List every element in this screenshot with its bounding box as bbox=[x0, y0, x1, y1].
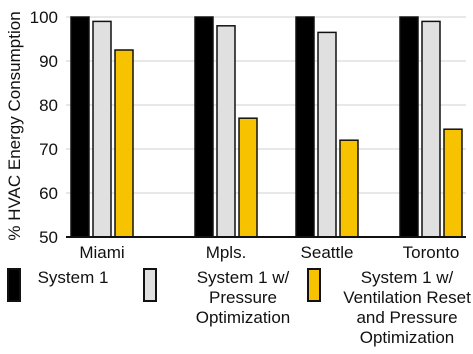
x-tick-label: Seattle bbox=[301, 243, 354, 262]
y-tick-label: 50 bbox=[39, 228, 58, 247]
bar-seattle-series-3 bbox=[339, 139, 359, 238]
legend-label: System 1 w/ Ventilation Reset and Pressu… bbox=[343, 268, 471, 347]
bar-mpls-series-2 bbox=[216, 25, 236, 238]
bars bbox=[70, 16, 463, 238]
legend-swatch bbox=[7, 268, 21, 302]
x-tick-label: Toronto bbox=[403, 243, 460, 262]
legend-swatch bbox=[307, 268, 321, 302]
bar-mpls-series-3 bbox=[238, 117, 258, 238]
bar-toronto-series-2 bbox=[421, 20, 441, 238]
x-tick-label: Miami bbox=[79, 243, 124, 262]
y-tick-label: 70 bbox=[39, 140, 58, 159]
bar-mpls-series-1 bbox=[194, 16, 214, 238]
legend-swatch bbox=[143, 268, 157, 302]
bar-seattle-series-1 bbox=[295, 16, 315, 238]
y-tick-label: 90 bbox=[39, 52, 58, 71]
bar-miami-series-3 bbox=[114, 49, 134, 238]
bar-toronto-series-1 bbox=[399, 16, 419, 238]
bar-miami-series-2 bbox=[92, 20, 112, 238]
legend-label: System 1 w/ Pressure Optimization bbox=[195, 268, 291, 327]
y-axis-ticks: 50 60 70 80 90 100 bbox=[30, 8, 58, 247]
bar-toronto-series-3 bbox=[443, 128, 463, 238]
bar-seattle-series-2 bbox=[317, 31, 337, 238]
x-axis-ticks: Miami Mpls. Seattle Toronto bbox=[79, 243, 459, 262]
x-tick-label: Mpls. bbox=[206, 243, 247, 262]
y-tick-label: 100 bbox=[30, 8, 58, 27]
y-tick-label: 80 bbox=[39, 96, 58, 115]
y-tick-label: 60 bbox=[39, 184, 58, 203]
legend-label: System 1 bbox=[37, 268, 109, 287]
y-axis-label: % HVAC Energy Consumption bbox=[5, 11, 24, 240]
bar-miami-series-1 bbox=[70, 16, 90, 238]
